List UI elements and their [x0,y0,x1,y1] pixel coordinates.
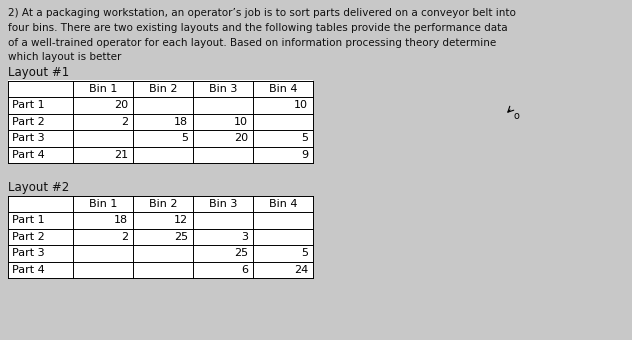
Text: Bin 2: Bin 2 [149,199,177,209]
Text: 18: 18 [174,117,188,127]
Text: Part 1: Part 1 [12,100,45,110]
Text: 5: 5 [301,133,308,143]
Text: 3: 3 [241,232,248,242]
Text: 18: 18 [114,215,128,225]
Text: 2: 2 [121,232,128,242]
Text: which layout is better: which layout is better [8,52,121,63]
Text: Bin 4: Bin 4 [269,84,297,94]
Text: 20: 20 [234,133,248,143]
Text: Bin 1: Bin 1 [89,199,117,209]
Text: Part 4: Part 4 [12,265,45,275]
Text: 25: 25 [174,232,188,242]
Text: 2: 2 [121,117,128,127]
Text: Part 3: Part 3 [12,248,45,258]
Text: Part 4: Part 4 [12,150,45,160]
Text: 9: 9 [301,150,308,160]
Text: 6: 6 [241,265,248,275]
Bar [8,81,313,163]
Text: Bin 4: Bin 4 [269,199,297,209]
Text: Part 3: Part 3 [12,133,45,143]
Text: Part 2: Part 2 [12,232,45,242]
Text: 10: 10 [234,117,248,127]
Bar [8,195,313,278]
Text: 21: 21 [114,150,128,160]
Text: 10: 10 [294,100,308,110]
Text: Part 2: Part 2 [12,117,45,127]
Text: 24: 24 [294,265,308,275]
Text: 25: 25 [234,248,248,258]
Text: Bin 2: Bin 2 [149,84,177,94]
Text: 5: 5 [181,133,188,143]
Text: of a well-trained operator for each layout. Based on information processing theo: of a well-trained operator for each layo… [8,38,496,48]
Text: 20: 20 [114,100,128,110]
Text: 5: 5 [301,248,308,258]
Text: Part 1: Part 1 [12,215,45,225]
Text: Layout #1: Layout #1 [8,67,70,80]
Text: 2) At a packaging workstation, an operator’s job is to sort parts delivered on a: 2) At a packaging workstation, an operat… [8,8,516,18]
Text: Bin 3: Bin 3 [209,199,237,209]
Text: Bin 1: Bin 1 [89,84,117,94]
Text: o: o [514,111,520,121]
Text: Bin 3: Bin 3 [209,84,237,94]
Text: Layout #2: Layout #2 [8,182,70,194]
Text: four bins. There are two existing layouts and the following tables provide the p: four bins. There are two existing layout… [8,23,507,33]
Text: 12: 12 [174,215,188,225]
